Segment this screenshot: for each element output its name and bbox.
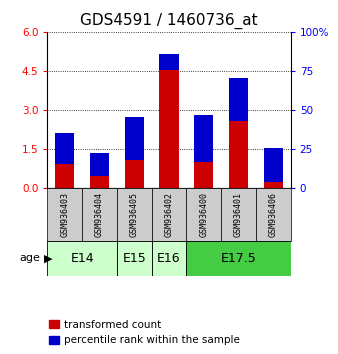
- FancyBboxPatch shape: [256, 188, 291, 241]
- FancyBboxPatch shape: [47, 188, 82, 241]
- Text: age: age: [20, 253, 41, 263]
- Text: GSM936404: GSM936404: [95, 192, 104, 237]
- Text: GSM936402: GSM936402: [165, 192, 173, 237]
- Bar: [229, 78, 248, 121]
- Text: GSM936403: GSM936403: [60, 192, 69, 237]
- Text: GSM936405: GSM936405: [130, 192, 139, 237]
- FancyBboxPatch shape: [82, 188, 117, 241]
- Text: E15: E15: [122, 252, 146, 265]
- FancyBboxPatch shape: [152, 241, 186, 276]
- FancyBboxPatch shape: [186, 188, 221, 241]
- Bar: [160, 69, 178, 188]
- FancyBboxPatch shape: [47, 241, 117, 276]
- FancyBboxPatch shape: [186, 241, 291, 276]
- Bar: [229, 121, 248, 188]
- Text: ▶: ▶: [44, 253, 52, 263]
- Bar: [125, 117, 144, 160]
- Bar: [160, 54, 178, 69]
- FancyBboxPatch shape: [221, 188, 256, 241]
- Bar: [264, 182, 283, 188]
- Bar: [194, 162, 213, 188]
- FancyBboxPatch shape: [117, 188, 152, 241]
- Text: GSM936406: GSM936406: [269, 192, 278, 237]
- Bar: [55, 133, 74, 164]
- Bar: [125, 160, 144, 188]
- Text: E16: E16: [157, 252, 181, 265]
- FancyBboxPatch shape: [152, 188, 186, 241]
- Title: GDS4591 / 1460736_at: GDS4591 / 1460736_at: [80, 13, 258, 29]
- Text: GSM936400: GSM936400: [199, 192, 208, 237]
- Text: GSM936401: GSM936401: [234, 192, 243, 237]
- Text: E17.5: E17.5: [221, 252, 257, 265]
- Bar: [264, 148, 283, 182]
- Legend: transformed count, percentile rank within the sample: transformed count, percentile rank withi…: [49, 320, 240, 345]
- Bar: [194, 115, 213, 162]
- Bar: [90, 176, 109, 188]
- Text: E14: E14: [70, 252, 94, 265]
- Bar: [55, 164, 74, 188]
- Bar: [90, 153, 109, 176]
- FancyBboxPatch shape: [117, 241, 152, 276]
